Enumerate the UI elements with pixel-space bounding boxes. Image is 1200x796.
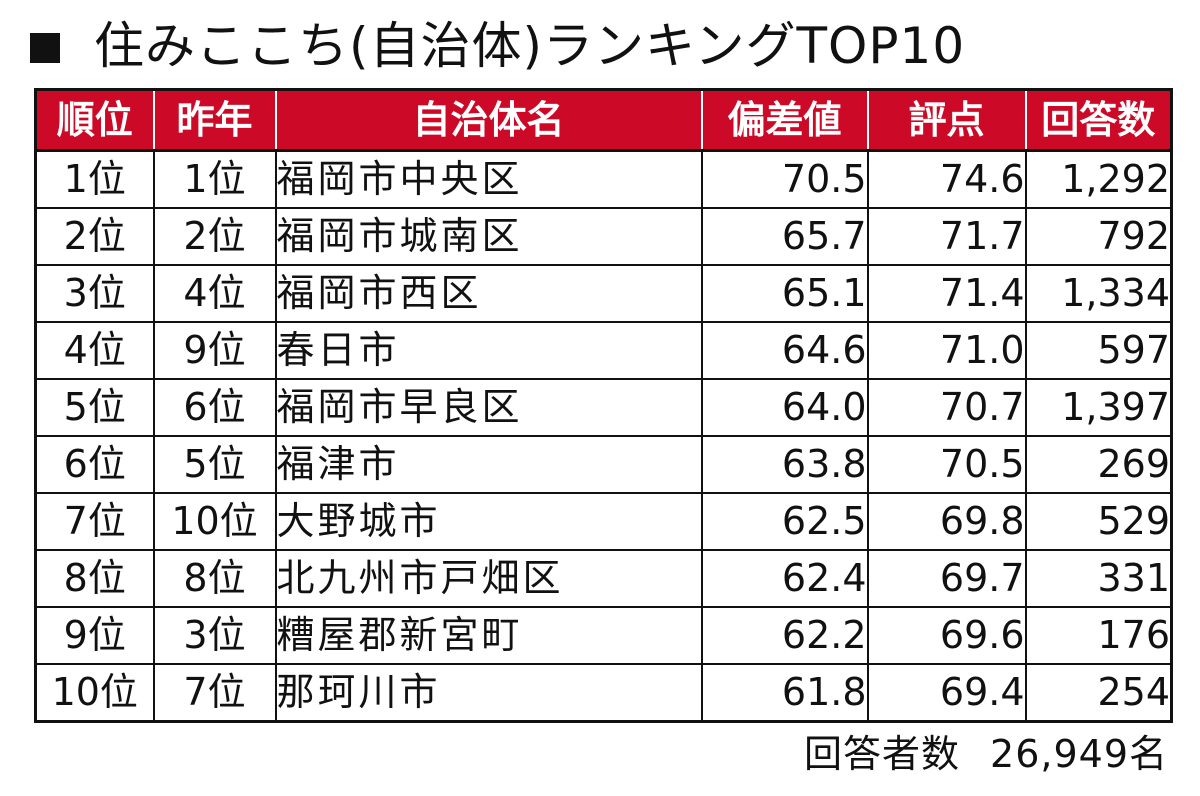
header-deviation-score: 偏差値 (700, 88, 869, 152)
municipality-cell: 福岡市城南区 (274, 208, 703, 266)
table-row: 6位 5位 福津市 63.8 70.5 269 (34, 436, 1173, 494)
rank-cell: 7位 (34, 493, 155, 551)
deviation-score-cell: 65.7 (700, 208, 869, 266)
rating-cell: 71.0 (866, 322, 1027, 380)
table-row: 7位 10位 大野城市 62.5 69.8 529 (34, 493, 1173, 551)
table-row: 1位 1位 福岡市中央区 70.5 74.6 1,292 (34, 150, 1173, 209)
deviation-score-cell: 65.1 (700, 265, 869, 323)
rating-cell: 71.7 (866, 208, 1027, 266)
table-header-row: 順位 昨年 自治体名 偏差値 評点 回答数 (34, 88, 1173, 152)
response-count-cell: 792 (1024, 208, 1173, 266)
title-row: 住みここち(自治体)ランキングTOP10 (30, 8, 965, 84)
rating-cell: 69.6 (866, 607, 1027, 665)
previous-rank-cell: 8位 (152, 550, 277, 608)
respondent-count-value: 26,949名 (990, 732, 1168, 776)
response-count-cell: 1,397 (1024, 379, 1173, 437)
respondent-count-label: 回答者数 (804, 732, 961, 776)
header-municipality-name: 自治体名 (274, 88, 703, 152)
rank-cell: 10位 (34, 664, 155, 723)
response-count-cell: 1,334 (1024, 265, 1173, 323)
ranking-table: 順位 昨年 自治体名 偏差値 評点 回答数 1位 1位 福岡市中央区 70.5 … (34, 88, 1173, 723)
deviation-score-cell: 64.6 (700, 322, 869, 380)
respondent-summary: 回答者数 26,949名 (804, 724, 1168, 784)
previous-rank-cell: 9位 (152, 322, 277, 380)
previous-rank-cell: 3位 (152, 607, 277, 665)
response-count-cell: 176 (1024, 607, 1173, 665)
municipality-cell: 福岡市西区 (274, 265, 703, 323)
rank-cell: 3位 (34, 265, 155, 323)
municipality-cell: 春日市 (274, 322, 703, 380)
response-count-cell: 269 (1024, 436, 1173, 494)
municipality-cell: 糟屋郡新宮町 (274, 607, 703, 665)
rating-cell: 69.7 (866, 550, 1027, 608)
table-row: 4位 9位 春日市 64.6 71.0 597 (34, 322, 1173, 380)
previous-rank-cell: 7位 (152, 664, 277, 723)
response-count-cell: 1,292 (1024, 150, 1173, 209)
municipality-cell: 福津市 (274, 436, 703, 494)
rank-cell: 1位 (34, 150, 155, 209)
previous-rank-cell: 10位 (152, 493, 277, 551)
rating-cell: 69.4 (866, 664, 1027, 723)
header-rank: 順位 (34, 88, 155, 152)
rating-cell: 70.5 (866, 436, 1027, 494)
square-bullet-icon (30, 33, 60, 63)
previous-rank-cell: 5位 (152, 436, 277, 494)
deviation-score-cell: 70.5 (700, 150, 869, 209)
page-title: 住みここち(自治体)ランキングTOP10 (94, 17, 966, 75)
deviation-score-cell: 62.2 (700, 607, 869, 665)
municipality-cell: 大野城市 (274, 493, 703, 551)
rating-cell: 71.4 (866, 265, 1027, 323)
rank-cell: 5位 (34, 379, 155, 437)
rank-cell: 2位 (34, 208, 155, 266)
rank-cell: 8位 (34, 550, 155, 608)
previous-rank-cell: 2位 (152, 208, 277, 266)
table-row: 2位 2位 福岡市城南区 65.7 71.7 792 (34, 208, 1173, 266)
table-row: 9位 3位 糟屋郡新宮町 62.2 69.6 176 (34, 607, 1173, 665)
table-row: 8位 8位 北九州市戸畑区 62.4 69.7 331 (34, 550, 1173, 608)
table-row: 10位 7位 那珂川市 61.8 69.4 254 (34, 664, 1173, 723)
deviation-score-cell: 64.0 (700, 379, 869, 437)
municipality-cell: 福岡市早良区 (274, 379, 703, 437)
table-row: 5位 6位 福岡市早良区 64.0 70.7 1,397 (34, 379, 1173, 437)
deviation-score-cell: 62.4 (700, 550, 869, 608)
response-count-cell: 597 (1024, 322, 1173, 380)
header-rating: 評点 (866, 88, 1027, 152)
previous-rank-cell: 6位 (152, 379, 277, 437)
deviation-score-cell: 62.5 (700, 493, 869, 551)
rating-cell: 70.7 (866, 379, 1027, 437)
municipality-cell: 福岡市中央区 (274, 150, 703, 209)
header-response-count: 回答数 (1024, 88, 1173, 152)
header-previous-year: 昨年 (152, 88, 277, 152)
deviation-score-cell: 61.8 (700, 664, 869, 723)
previous-rank-cell: 4位 (152, 265, 277, 323)
deviation-score-cell: 63.8 (700, 436, 869, 494)
table-row: 3位 4位 福岡市西区 65.1 71.4 1,334 (34, 265, 1173, 323)
rank-cell: 4位 (34, 322, 155, 380)
previous-rank-cell: 1位 (152, 150, 277, 209)
rating-cell: 69.8 (866, 493, 1027, 551)
response-count-cell: 331 (1024, 550, 1173, 608)
municipality-cell: 那珂川市 (274, 664, 703, 723)
rating-cell: 74.6 (866, 150, 1027, 209)
rank-cell: 6位 (34, 436, 155, 494)
response-count-cell: 254 (1024, 664, 1173, 723)
rank-cell: 9位 (34, 607, 155, 665)
response-count-cell: 529 (1024, 493, 1173, 551)
municipality-cell: 北九州市戸畑区 (274, 550, 703, 608)
